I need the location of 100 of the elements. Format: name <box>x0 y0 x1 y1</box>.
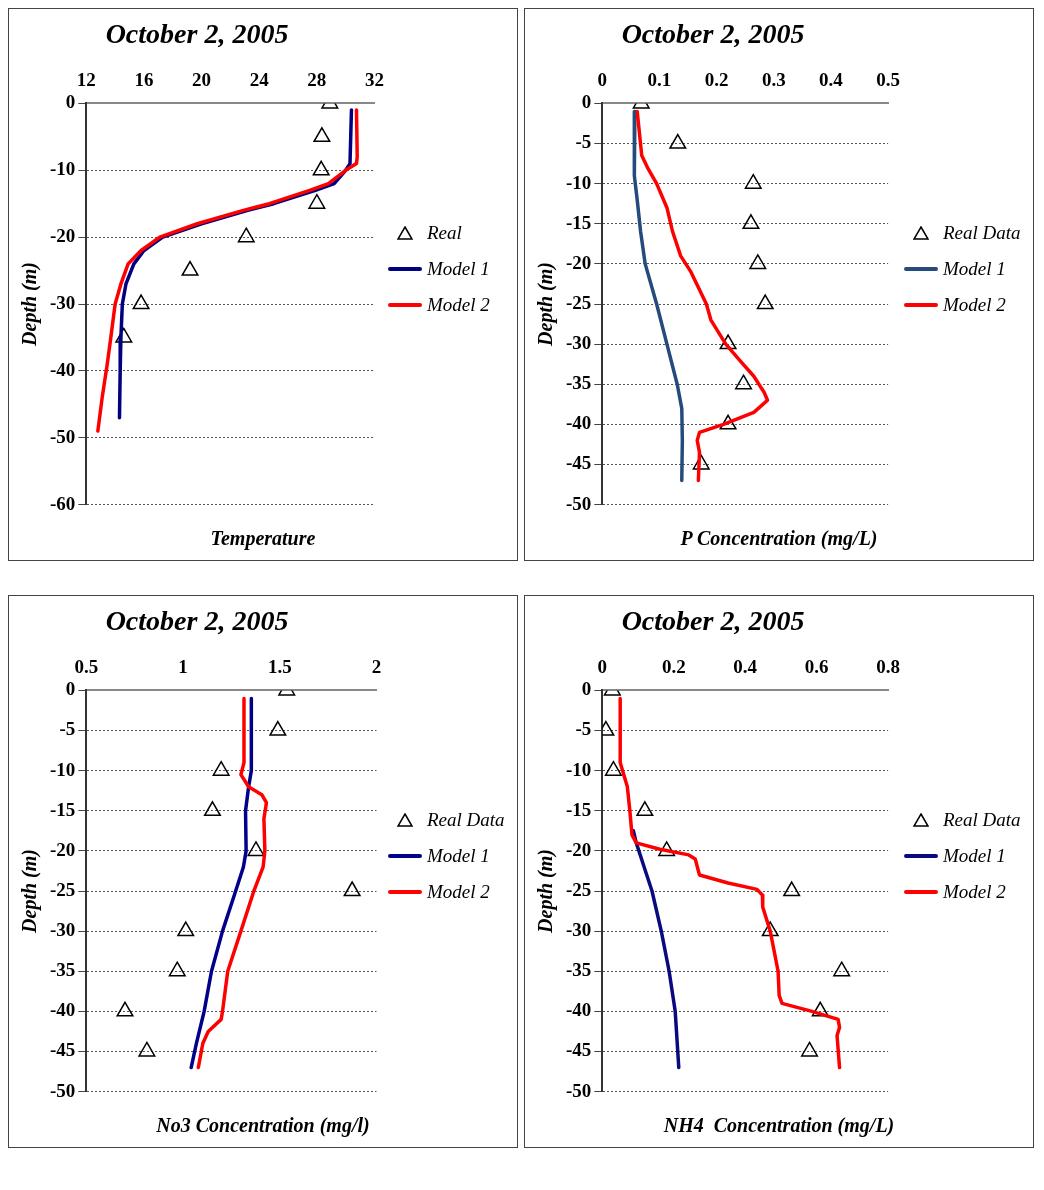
y-tick-label: -20 <box>566 251 592 273</box>
point <box>833 961 851 977</box>
y-tick-label: -5 <box>59 718 76 740</box>
y-tick-label: -25 <box>566 291 592 313</box>
x-tick-label: 0.4 <box>819 68 844 90</box>
point <box>177 921 195 937</box>
y-tick-label: -60 <box>50 492 76 514</box>
point <box>734 374 753 390</box>
y-tick-label: -10 <box>50 758 76 780</box>
x-tick-label: 0.5 <box>74 655 99 677</box>
legend-label: Real Data <box>427 809 506 831</box>
point <box>237 227 255 243</box>
x-tick-label: 1.5 <box>267 655 292 677</box>
y-tick-label: -10 <box>566 171 592 193</box>
point <box>343 881 361 897</box>
y-tick-label: -5 <box>575 718 592 740</box>
y-axis-title: Depth (m) <box>534 262 558 347</box>
point <box>783 881 801 897</box>
point <box>749 254 767 270</box>
point <box>308 193 326 209</box>
y-tick-label: -40 <box>50 999 76 1021</box>
point <box>132 294 150 310</box>
x-tick-label: 12 <box>76 68 96 90</box>
point <box>181 260 199 276</box>
legend-label: Model 2 <box>943 881 1007 903</box>
chart-title: October 2, 2005 <box>621 18 805 50</box>
x-tick-label: 0.6 <box>804 655 829 677</box>
x-axis-title: P Concentration (mg/L) <box>679 527 879 550</box>
point <box>212 760 230 776</box>
y-axis-title: Depth (m) <box>18 849 42 934</box>
point <box>168 961 186 977</box>
y-tick-label: -35 <box>50 959 76 981</box>
x-tick-label: 0.4 <box>733 655 758 677</box>
x-tick-label: 2 <box>371 655 382 677</box>
x-axis-title: NH4 Concentration (mg/L) <box>662 1114 896 1137</box>
legend-label: Real <box>427 222 463 244</box>
legend-label: Model 2 <box>427 881 491 903</box>
x-tick-label: 20 <box>192 68 212 90</box>
point <box>756 294 774 310</box>
legend-label: Model 1 <box>427 845 491 867</box>
y-tick-label: -35 <box>566 959 592 981</box>
chart-title: October 2, 2005 <box>621 605 805 637</box>
y-tick-label: -40 <box>50 358 76 380</box>
y-tick-label: -30 <box>566 332 592 354</box>
point <box>800 1041 819 1057</box>
y-tick-label: 0 <box>65 678 76 700</box>
point <box>692 454 710 470</box>
y-tick-label: 0 <box>581 91 592 113</box>
x-tick-label: 0 <box>597 655 608 677</box>
point <box>312 160 330 176</box>
point <box>719 334 737 350</box>
x-tick-label: 28 <box>307 68 327 90</box>
legend-label: Model 2 <box>943 294 1007 316</box>
y-tick-label: -15 <box>50 798 76 820</box>
y-tick-label: -20 <box>50 225 76 247</box>
y-tick-label: -10 <box>50 158 76 180</box>
y-tick-label: -45 <box>566 1039 592 1061</box>
y-tick-label: -20 <box>566 838 592 860</box>
y-tick-label: -50 <box>566 1079 592 1101</box>
y-tick-label: -10 <box>566 758 592 780</box>
x-tick-label: 0.8 <box>876 655 900 677</box>
y-tick-label: -30 <box>50 919 76 941</box>
y-tick-label: -50 <box>50 425 76 447</box>
y-tick-label: -25 <box>566 878 592 900</box>
legend-label: Real Data <box>943 222 1022 244</box>
point <box>744 173 762 189</box>
x-axis-title: No3 Concentration (mg/l) <box>155 1114 371 1137</box>
y-tick-label: 0 <box>65 91 76 113</box>
point <box>742 214 760 230</box>
x-tick-label: 0.3 <box>761 68 786 90</box>
x-tick-label: 0.1 <box>647 68 672 90</box>
point <box>138 1041 156 1057</box>
point <box>203 801 221 817</box>
x-tick-label: 16 <box>134 68 154 90</box>
chart-title: October 2, 2005 <box>105 18 289 50</box>
point <box>658 841 676 857</box>
legend-label: Model 1 <box>943 258 1007 280</box>
y-tick-label: -15 <box>566 211 592 233</box>
point <box>604 760 622 776</box>
y-tick-label: -50 <box>566 492 592 514</box>
y-tick-label: -30 <box>50 291 76 313</box>
y-tick-label: -50 <box>50 1079 76 1101</box>
point <box>719 414 737 430</box>
point <box>313 127 331 143</box>
y-tick-label: -15 <box>566 798 592 820</box>
legend-label: Real Data <box>943 809 1022 831</box>
legend-label: Model 1 <box>943 845 1007 867</box>
chart-title: October 2, 2005 <box>105 605 289 637</box>
x-tick-label: 24 <box>249 68 270 90</box>
x-tick-label: 0.2 <box>661 655 686 677</box>
point <box>669 133 687 149</box>
y-tick-label: 0 <box>581 678 592 700</box>
x-tick-label: 1 <box>178 655 188 677</box>
y-tick-label: -25 <box>50 878 76 900</box>
y-tick-label: -35 <box>566 372 592 394</box>
y-axis-title: Depth (m) <box>534 849 558 934</box>
y-tick-label: -45 <box>566 452 592 474</box>
point <box>761 921 779 937</box>
y-tick-label: -40 <box>566 412 592 434</box>
x-tick-label: 0 <box>597 68 608 90</box>
